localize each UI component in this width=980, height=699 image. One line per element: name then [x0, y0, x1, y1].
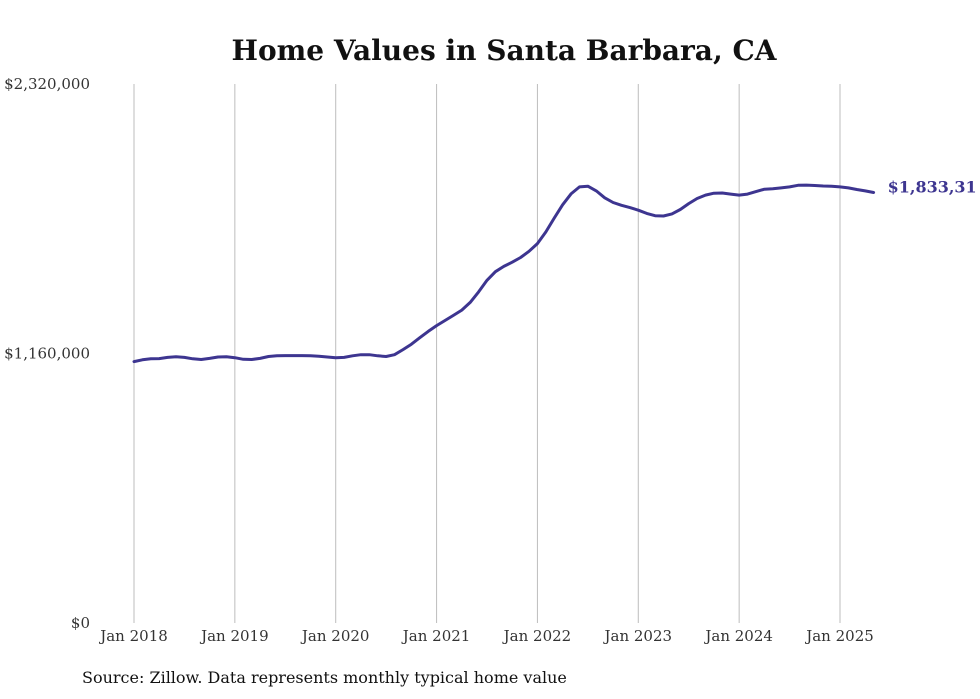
x-tick-label: Jan 2024 — [703, 627, 773, 645]
chart-title: Home Values in Santa Barbara, CA — [232, 34, 778, 67]
source-note: Source: Zillow. Data represents monthly … — [82, 668, 567, 687]
x-tick-label: Jan 2023 — [603, 627, 673, 645]
end-value-label: $1,833,31 — [888, 177, 977, 196]
y-axis-tick-labels: $0 $1,160,000 $2,320,000 — [4, 75, 90, 632]
x-gridlines — [133, 84, 841, 623]
y-tick-label: $1,160,000 — [4, 345, 90, 363]
y-tick-label: $2,320,000 — [4, 75, 90, 93]
x-tick-label: Jan 2022 — [502, 627, 572, 645]
x-tick-label: Jan 2018 — [98, 627, 168, 645]
x-tick-label: Jan 2020 — [300, 627, 370, 645]
y-tick-label: $0 — [71, 614, 90, 632]
x-tick-label: Jan 2021 — [401, 627, 471, 645]
series-line-home-value — [132, 183, 876, 364]
x-tick-label: Jan 2019 — [199, 627, 269, 645]
x-axis-tick-labels: Jan 2018 Jan 2019 Jan 2020 Jan 2021 Jan 2022… — [98, 627, 874, 645]
x-tick-label: Jan 2025 — [804, 627, 874, 645]
